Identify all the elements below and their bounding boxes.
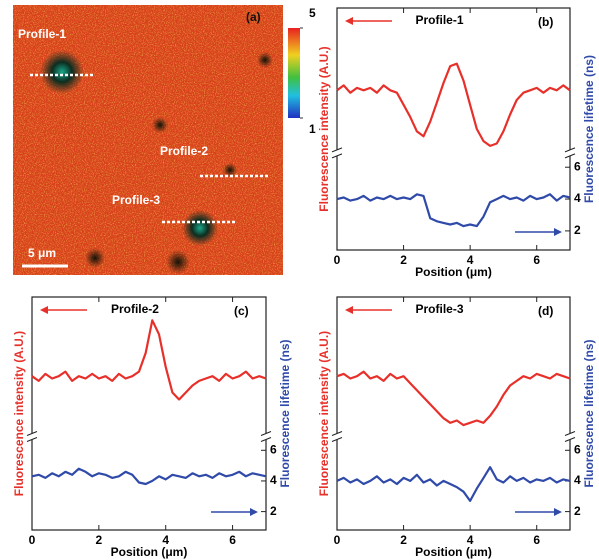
axis-arrow-head [554, 508, 562, 516]
x-tick-label: 0 [29, 533, 36, 547]
map-spot [257, 52, 273, 68]
data-line [32, 469, 266, 484]
x-tick-label: 6 [533, 533, 540, 547]
map-spot [166, 250, 190, 274]
y2-tick-label: 2 [574, 223, 581, 237]
x-tick-label: 6 [533, 253, 540, 267]
y2-tick-label: 6 [270, 442, 277, 456]
y2-tick-label: 6 [574, 442, 581, 456]
data-line [337, 64, 570, 146]
data-line [337, 372, 570, 426]
colorbar-tick-label: 5 [309, 6, 316, 20]
x-tick-label: 0 [334, 253, 341, 267]
y-axis-title: Fluorescence intensity (A.U.) [317, 46, 331, 211]
panel-label: (a) [246, 10, 261, 24]
x-tick-label: 0 [334, 533, 341, 547]
axis-arrow-head [345, 306, 353, 314]
data-line [337, 467, 570, 501]
map-spot [152, 117, 168, 133]
profile-label: Profile-1 [18, 27, 66, 41]
plot-frame [337, 297, 570, 530]
colorbar-tick-label: 1 [309, 122, 316, 136]
y2-axis-title: Fluorescence lifetime (ns) [582, 339, 596, 487]
axis-arrow-head [250, 508, 258, 516]
y2-tick-label: 4 [574, 191, 581, 205]
map-spot [40, 50, 84, 94]
y2-tick-label: 2 [574, 504, 581, 518]
x-tick-label: 2 [400, 533, 407, 547]
x-tick-label: 6 [229, 533, 236, 547]
figure: Profile-1 Profile-2 Profile-3 (a) 5 μm 1 5 0 2 4 6… [0, 0, 599, 560]
y2-axis-title: Fluorescence lifetime (ns) [278, 339, 292, 487]
axis-arrow-head [40, 306, 48, 314]
scale-bar-label: 5 μm [28, 246, 56, 260]
x-tick-label: 2 [400, 253, 407, 267]
colorbar [288, 28, 300, 118]
axis-arrow-head [345, 17, 353, 25]
y2-axis-title: Fluorescence lifetime (ns) [582, 55, 596, 203]
y2-tick-label: 4 [574, 473, 581, 487]
x-axis-title: Position (μm) [415, 265, 492, 279]
y-axis-title: Fluorescence intensity (A.U.) [12, 331, 26, 496]
panel-label: (b) [538, 15, 553, 29]
map-spot [182, 210, 218, 246]
y2-tick-label: 2 [270, 504, 277, 518]
x-axis-title: Position (μm) [111, 545, 188, 559]
panel-label: (d) [538, 304, 553, 318]
data-line [337, 194, 570, 226]
chart-title: Profile-1 [416, 13, 464, 27]
profile-label: Profile-3 [112, 193, 160, 207]
profile-label: Profile-2 [160, 144, 208, 158]
x-axis-title: Position (μm) [415, 545, 492, 559]
map-noise [13, 5, 283, 275]
x-tick-label: 2 [96, 533, 103, 547]
chart-title: Profile-3 [416, 302, 464, 316]
plot-frame [337, 8, 570, 250]
y2-tick-label: 4 [270, 473, 277, 487]
y2-tick-label: 6 [574, 159, 581, 173]
y-axis-title: Fluorescence intensity (A.U.) [317, 331, 331, 496]
map-spot [85, 248, 105, 268]
chart-title: Profile-2 [111, 302, 159, 316]
data-line [32, 320, 266, 399]
axis-arrow-head [554, 228, 562, 236]
panel-label: (c) [234, 304, 249, 318]
